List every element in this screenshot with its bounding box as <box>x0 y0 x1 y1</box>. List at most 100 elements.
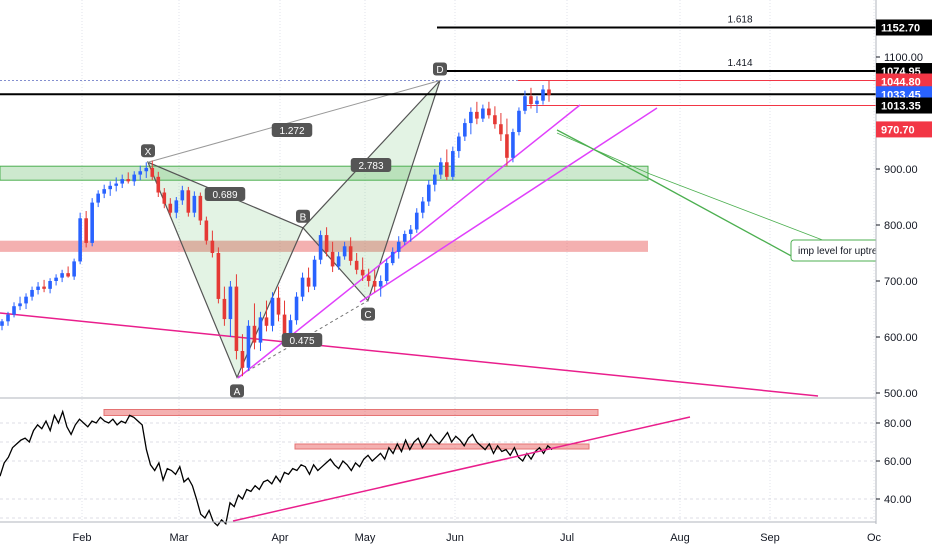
candle <box>36 282 40 295</box>
candle-body <box>66 273 70 277</box>
candle-body <box>390 251 395 264</box>
candle-body <box>276 297 281 315</box>
candle-body <box>547 89 551 96</box>
candle-body <box>384 263 389 281</box>
candle-body <box>186 190 191 213</box>
pattern-point-b: B <box>296 209 310 223</box>
point-badge <box>141 144 155 158</box>
candle-body <box>234 286 239 351</box>
candle <box>402 230 407 246</box>
price-tag-bg <box>876 121 932 138</box>
price-tag: 970.70 <box>876 121 932 138</box>
time-tick-label: Apr <box>271 532 288 544</box>
candle <box>445 149 449 181</box>
candle <box>264 300 269 332</box>
osc-support-zone <box>294 443 590 450</box>
candle <box>150 160 155 181</box>
candle <box>90 198 94 247</box>
candle-body <box>493 115 497 125</box>
candle <box>318 230 323 265</box>
fib-level-label: 1.414 <box>727 58 752 69</box>
candle-body <box>114 183 119 186</box>
candle <box>174 197 179 219</box>
price-tick-label: 600.00 <box>884 332 918 344</box>
candle <box>42 279 46 293</box>
candle <box>228 281 233 337</box>
candle-body <box>457 136 461 152</box>
candle <box>186 186 191 217</box>
price-tick-label: 700.00 <box>884 276 918 288</box>
candle-body <box>481 108 485 119</box>
candle <box>180 185 185 205</box>
candle <box>276 286 281 322</box>
price-tag-bg <box>876 97 932 114</box>
candle-body <box>168 203 173 213</box>
candle-body <box>439 162 443 175</box>
ratio-label: 2.783 <box>350 158 392 172</box>
candle <box>451 146 455 181</box>
candle-body <box>264 317 269 326</box>
price-tick-label: 1100.00 <box>884 52 923 64</box>
candle <box>54 274 58 286</box>
candle <box>366 268 371 287</box>
point-badge <box>296 209 310 223</box>
point-badge <box>433 62 447 76</box>
candle-body <box>318 235 323 260</box>
candle <box>420 197 425 219</box>
pattern-point-x: X <box>141 144 155 158</box>
candle-body <box>108 185 112 190</box>
osc-tick-label: 60.00 <box>884 456 912 468</box>
candle <box>342 241 347 260</box>
candle-body <box>342 246 347 257</box>
candle-body <box>72 261 76 277</box>
time-tick-label: May <box>355 532 376 544</box>
price-tag-bg <box>876 73 932 90</box>
candle-body <box>222 298 227 320</box>
ratio-value: 2.783 <box>358 161 383 172</box>
candle-body <box>445 162 449 177</box>
candle-body <box>451 151 455 177</box>
time-tick-label: Aug <box>670 532 690 544</box>
candle <box>517 107 521 136</box>
candle-body <box>162 192 167 204</box>
candle-body <box>396 241 401 252</box>
candle <box>529 87 533 109</box>
candle-body <box>12 306 16 315</box>
point-badge <box>230 384 244 398</box>
candle-body <box>517 110 521 133</box>
projection-line-2 <box>556 132 881 263</box>
time-tick-label: Mar <box>170 532 189 544</box>
candle-body <box>96 193 100 203</box>
candle-body <box>252 325 257 343</box>
candle <box>487 101 491 119</box>
candle-body <box>156 176 161 193</box>
candle-body <box>475 111 479 119</box>
candle-body <box>426 184 431 202</box>
candle-body <box>402 233 407 242</box>
candle-body <box>0 321 4 326</box>
resistance-zone <box>0 240 648 252</box>
candle-body <box>324 235 329 252</box>
candle <box>84 211 88 248</box>
ratio-label: 1.272 <box>271 123 313 137</box>
candle <box>439 157 443 180</box>
candle <box>354 253 359 275</box>
candle <box>114 177 119 192</box>
candle <box>66 266 70 278</box>
candle <box>523 90 527 115</box>
candle-body <box>174 200 179 213</box>
candle <box>378 275 383 297</box>
ratio-value: 1.272 <box>279 126 304 137</box>
candle <box>330 241 335 273</box>
trendline-2 <box>359 107 658 303</box>
candle <box>60 269 64 283</box>
candle-body <box>535 100 539 105</box>
candle <box>294 292 299 325</box>
candles <box>0 80 551 377</box>
candle <box>72 258 76 280</box>
candle-body <box>120 179 125 184</box>
candle <box>192 191 197 218</box>
candle-body <box>523 96 527 111</box>
point-badge-label: D <box>436 65 443 76</box>
